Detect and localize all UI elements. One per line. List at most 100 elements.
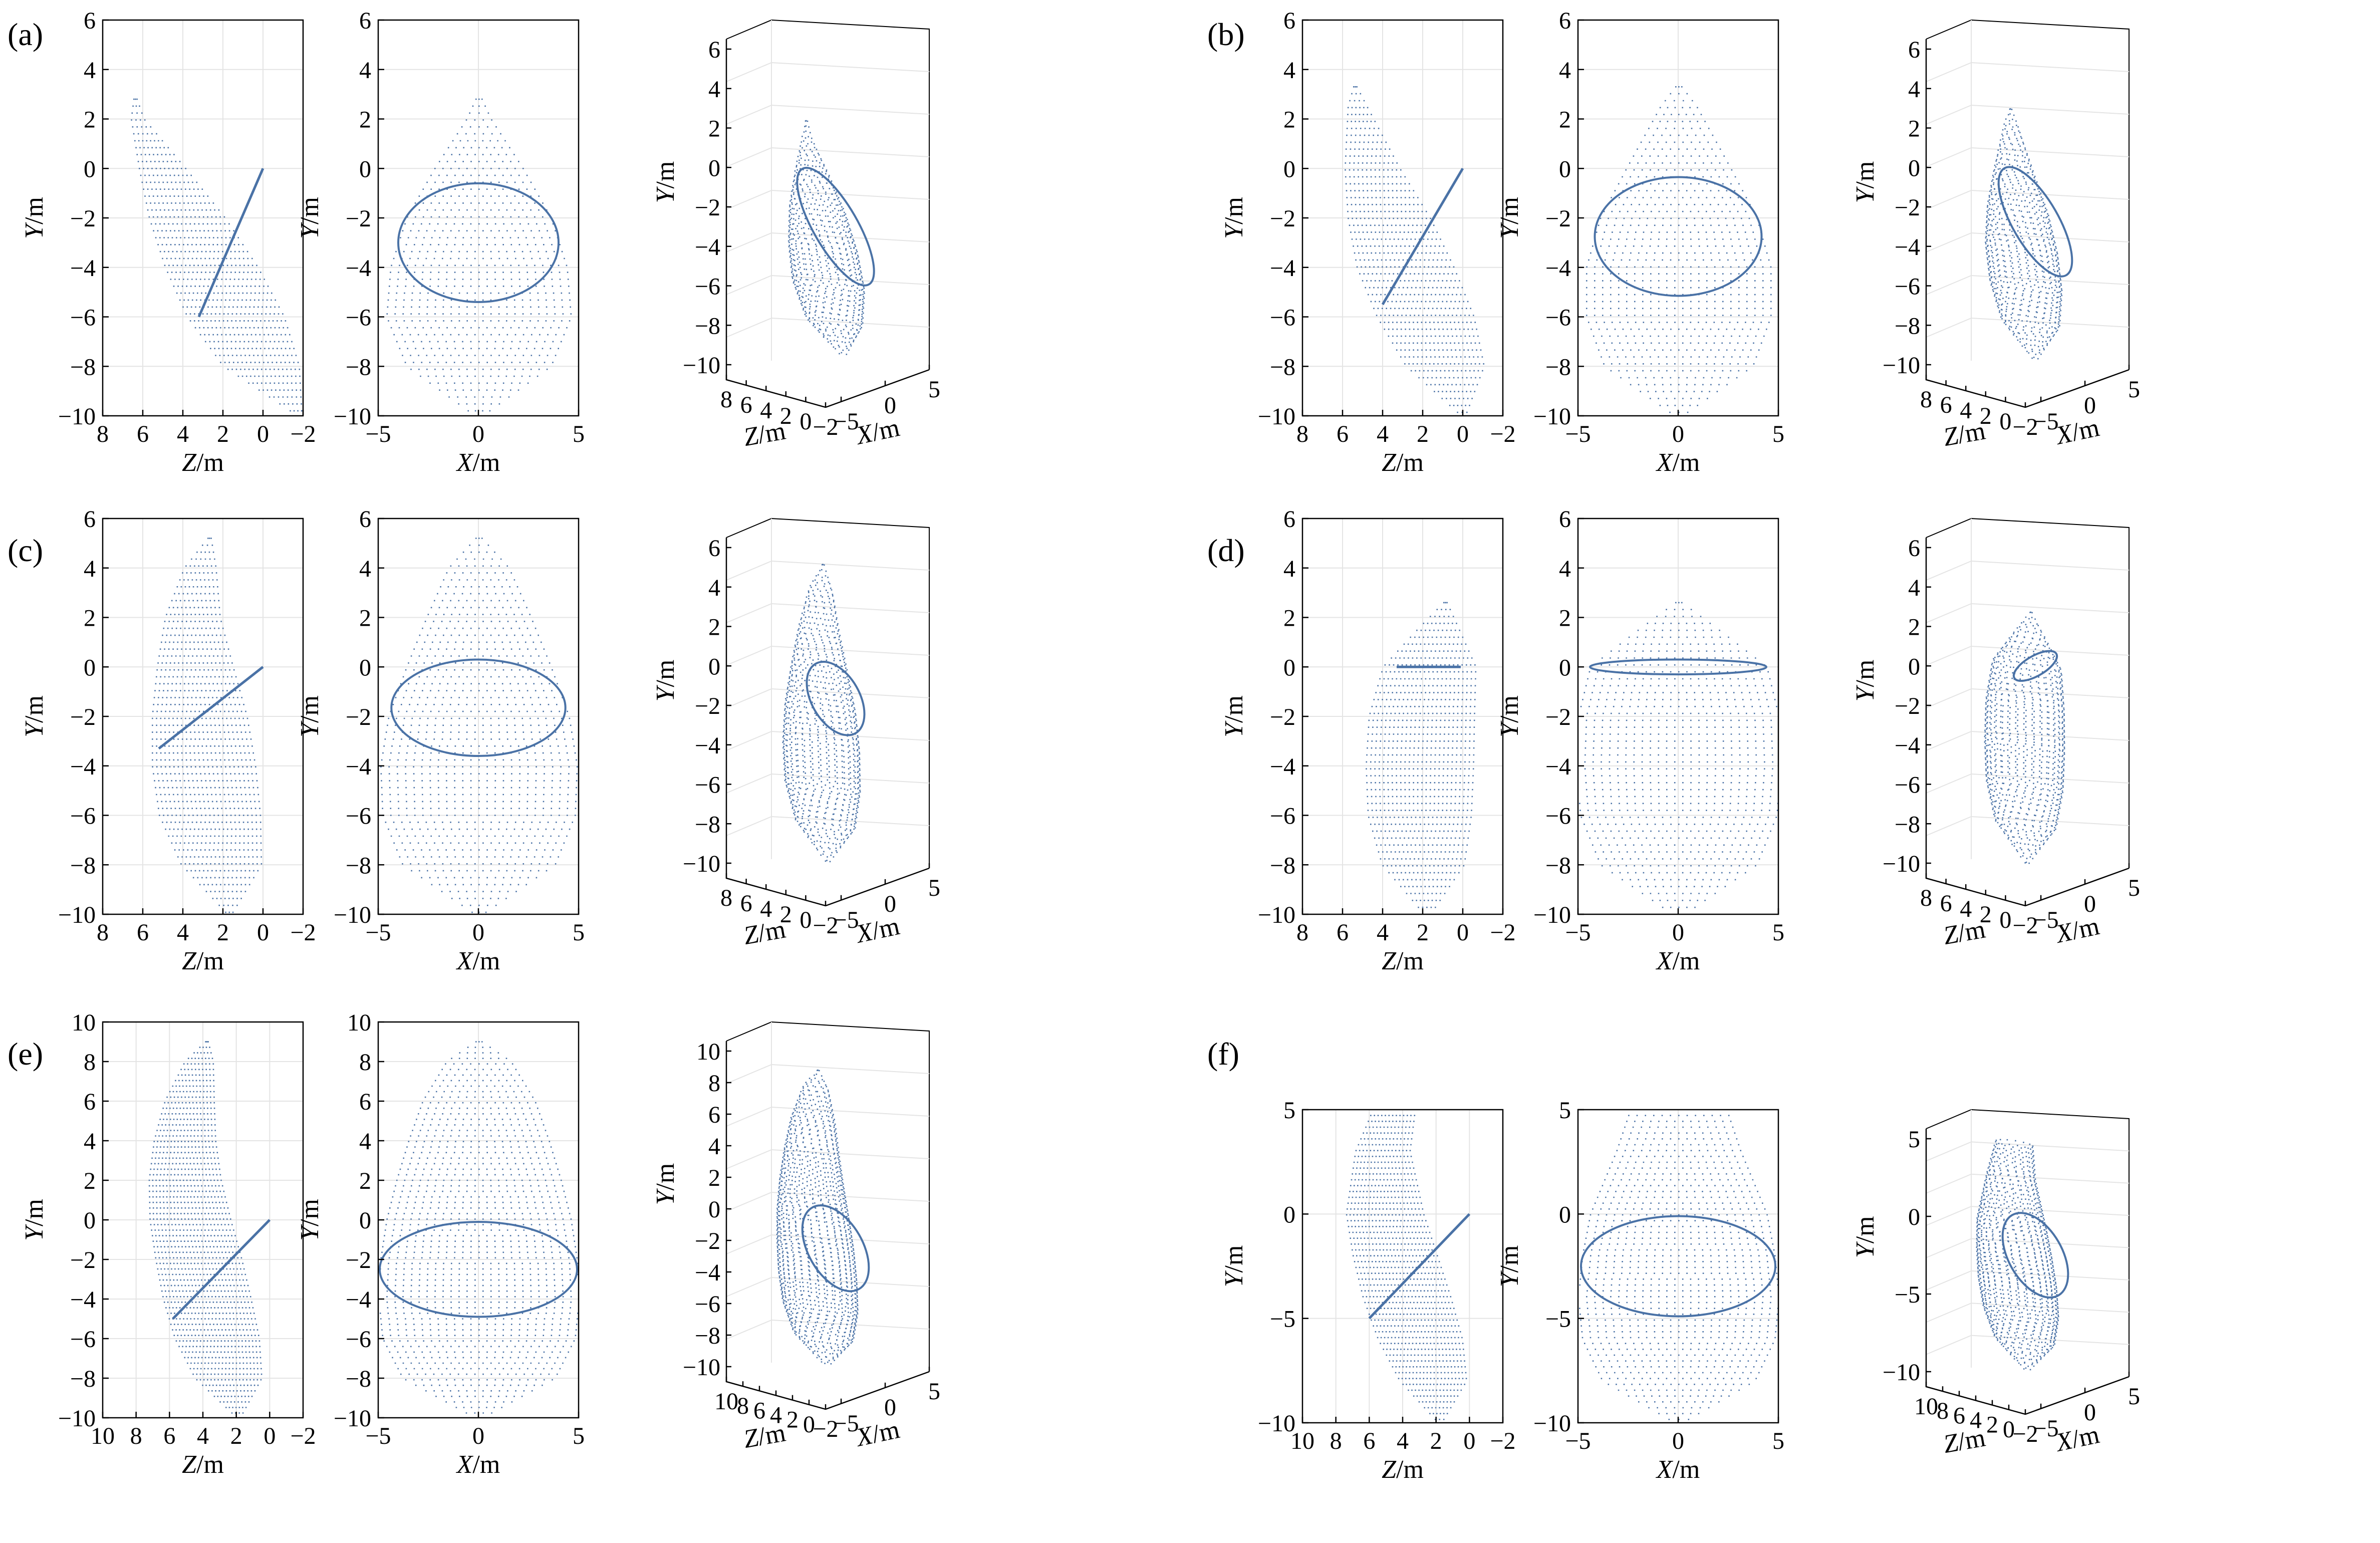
x-tick-label: −5 (1565, 421, 1591, 447)
y-tick-label: −8 (1895, 313, 1920, 339)
z-tick-label: −2 (2012, 1421, 2038, 1447)
y-tick-label: 6 (1559, 8, 1571, 34)
x-axis-label: X/m (853, 413, 902, 450)
x-axis-label-unit: /m (2069, 413, 2102, 447)
y-tick-label: −8 (1270, 354, 1295, 380)
x-axis-label: Z/m (1382, 448, 1424, 477)
y-tick-label: 4 (1559, 556, 1571, 582)
grid-line (1926, 318, 1972, 338)
y-axis-label-var: Y (1220, 720, 1248, 737)
point-cloud (1345, 86, 1484, 413)
grid-line (1971, 105, 2130, 115)
y-tick-label: 2 (84, 107, 96, 133)
cut-edge (397, 182, 560, 303)
x-axis-label-unit: /m (1396, 947, 1424, 975)
y-tick-label: 2 (708, 614, 720, 641)
z-tick-label: 8 (1920, 386, 1932, 413)
y-tick-label: −4 (70, 753, 96, 780)
z-tick-label: 2 (786, 1407, 799, 1433)
y-tick-label: 2 (1559, 107, 1571, 133)
x-axis-label-unit: /m (196, 947, 224, 975)
y-tick-label: 2 (1559, 605, 1571, 632)
y-tick-label: 0 (1908, 1204, 1920, 1230)
box-edge (1926, 1109, 2130, 1377)
cut-edge (801, 1204, 870, 1293)
y-tick-label: −8 (346, 852, 371, 879)
y-axis-label-var: Y (296, 222, 324, 239)
y-axis-label-unit: /m (651, 660, 680, 687)
y-tick-label: 4 (1283, 556, 1295, 582)
x-axis-label: X/m (456, 1450, 500, 1479)
x-axis-label: X/m (1656, 1455, 1700, 1484)
grid-line (1971, 1270, 2130, 1280)
x-tick-label: 0 (2084, 891, 2096, 917)
grid-line (726, 646, 772, 666)
y-tick-label: 4 (359, 57, 371, 84)
y-tick-label: 2 (1908, 116, 1920, 142)
y-tick-label: 4 (1559, 57, 1571, 84)
y-tick-label: 6 (359, 506, 371, 533)
z-axis-label: Z/m (1941, 915, 1987, 950)
grid-line (1926, 1270, 1972, 1291)
y-axis-label: Y/m (1220, 197, 1248, 239)
y-tick-label: −10 (1883, 851, 1920, 877)
z-tick-label: 0 (1999, 408, 2011, 435)
point-cloud (1985, 108, 2063, 360)
x-axis-label: Z/m (1382, 1455, 1424, 1484)
y-tick-label: −4 (1545, 753, 1571, 780)
x-axis-label-unit: /m (1396, 1455, 1424, 1484)
y-tick-label: −6 (70, 305, 96, 331)
y-tick-label: 10 (72, 1009, 96, 1036)
y-axis-label-var: Y (1495, 720, 1524, 737)
y-axis-label-var: Y (20, 222, 49, 239)
grid-line (1971, 275, 2130, 285)
y-tick-label: −4 (695, 234, 720, 261)
y-tick-label: −10 (1533, 902, 1571, 928)
point-cloud (1366, 602, 1477, 908)
x-axis-label: X/m (2052, 1420, 2102, 1457)
grid-line (726, 1277, 772, 1297)
axes-frame (725, 39, 930, 408)
y-tick-label: −2 (695, 1228, 720, 1254)
y-tick-label: −6 (695, 772, 720, 799)
y-axis-label-var: Y (1495, 1270, 1524, 1287)
y-axis-label-unit: /m (1220, 695, 1248, 723)
x-tick-label: −2 (1490, 919, 1515, 946)
y-tick-label: −2 (346, 205, 371, 232)
x-tick-label: 0 (1672, 1428, 1684, 1454)
y-tick-label: 2 (708, 1165, 720, 1191)
y-tick-label: −5 (1895, 1281, 1920, 1308)
grid-line (1971, 1238, 2130, 1248)
x-tick-label: 8 (1296, 919, 1308, 946)
y-tick-label: 0 (708, 1196, 720, 1223)
y-tick-label: 8 (359, 1049, 371, 1076)
y-tick-label: −10 (1258, 403, 1295, 430)
cut-edge (796, 167, 875, 287)
z-tick-label: 4 (1960, 397, 1972, 424)
y-tick-label: 0 (1283, 654, 1295, 681)
y-tick-label: −2 (1895, 693, 1920, 719)
x-tick-label: 6 (163, 1423, 175, 1449)
y-axis-label-var: Y (296, 720, 324, 737)
y-tick-label: 6 (708, 37, 720, 63)
grid-line (1971, 816, 2130, 826)
grid-line (1926, 774, 1972, 794)
y-axis-label-unit: /m (296, 695, 324, 723)
y-tick-label: 0 (84, 654, 96, 681)
x-tick-label: −5 (2033, 1415, 2059, 1442)
y-tick-label: −6 (1895, 772, 1920, 799)
y-tick-label: −4 (70, 1287, 96, 1313)
axes-frame (1925, 1129, 2130, 1415)
x-tick-label: 4 (177, 919, 189, 946)
y-tick-label: 5 (1559, 1097, 1571, 1124)
y-tick-label: −6 (1545, 305, 1571, 331)
x-axis-label: Z/m (182, 448, 224, 477)
grid-line (1926, 603, 1972, 623)
